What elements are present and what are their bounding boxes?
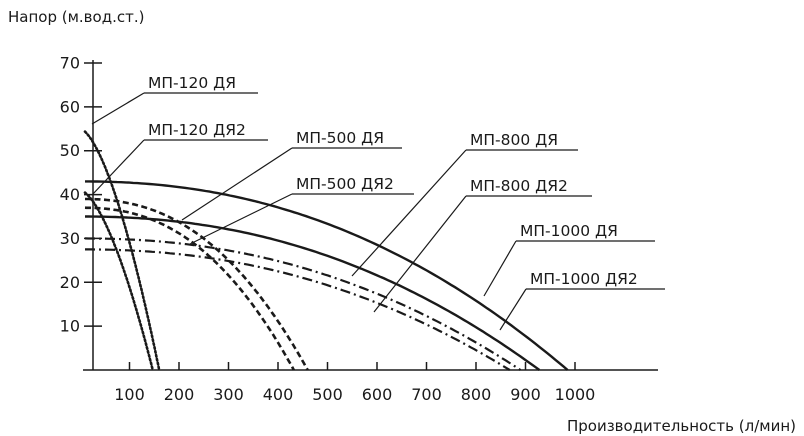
series-curve [85,215,541,371]
series-label: МП-1000 ДЯ [520,222,618,240]
ticks: 10 20 30 40 50 60 70 100 200 300 400 500 600 700 800 90… [60,54,596,405]
series-curve [85,180,569,371]
x-tick-label: 300 [213,385,244,404]
series-label-leader [181,147,293,221]
series-label-leader [351,149,467,277]
y-tick-label: 60 [60,97,80,116]
series-label-leader [373,195,467,313]
x-tick-label: 100 [114,385,145,404]
y-axis-title: Напор (м.вод.ст.) [8,8,144,26]
series-label: МП-500 ДЯ [296,129,384,147]
series-label-leader [499,288,527,331]
x-tick-label: 200 [164,385,195,404]
series-label: МП-800 ДЯ [470,131,558,149]
y-tick-label: 50 [60,141,80,160]
series-label: МП-120 ДЯ [148,74,236,92]
y-tick-label: 40 [60,185,80,204]
y-tick-label: 30 [60,229,80,248]
series-label-leader [91,139,145,196]
x-axis-title: Производительность (л/мин) [567,417,796,435]
series-label-leader [189,193,293,245]
x-tick-label: 400 [263,385,294,404]
x-tick-label: 700 [411,385,442,404]
series-labels: МП-120 ДЯ МП-120 ДЯ2 МП-500 ДЯ МП-500 ДЯ2 МП… [91,74,665,331]
series-label: МП-1000 ДЯ2 [530,270,638,288]
x-tick-label: 900 [510,385,541,404]
series-label-leader [91,92,145,125]
series-label: МП-120 ДЯ2 [148,121,246,139]
x-tick-label: 600 [362,385,393,404]
series-curve [84,206,295,371]
series-curve [85,248,511,371]
x-tick-label: 800 [461,385,492,404]
y-tick-label: 70 [60,54,80,73]
series-label: МП-500 ДЯ2 [296,175,394,193]
x-tick-label: 500 [312,385,343,404]
y-tick-label: 20 [60,273,80,292]
series-curve [84,237,522,371]
series-curve [83,191,155,372]
curves [83,130,569,372]
series-curve [85,197,309,371]
x-tick-label: 1000 [555,385,596,404]
axes [83,60,658,371]
y-tick-label: 10 [60,317,80,336]
series-label: МП-800 ДЯ2 [470,177,568,195]
series-label-leader [483,240,517,297]
